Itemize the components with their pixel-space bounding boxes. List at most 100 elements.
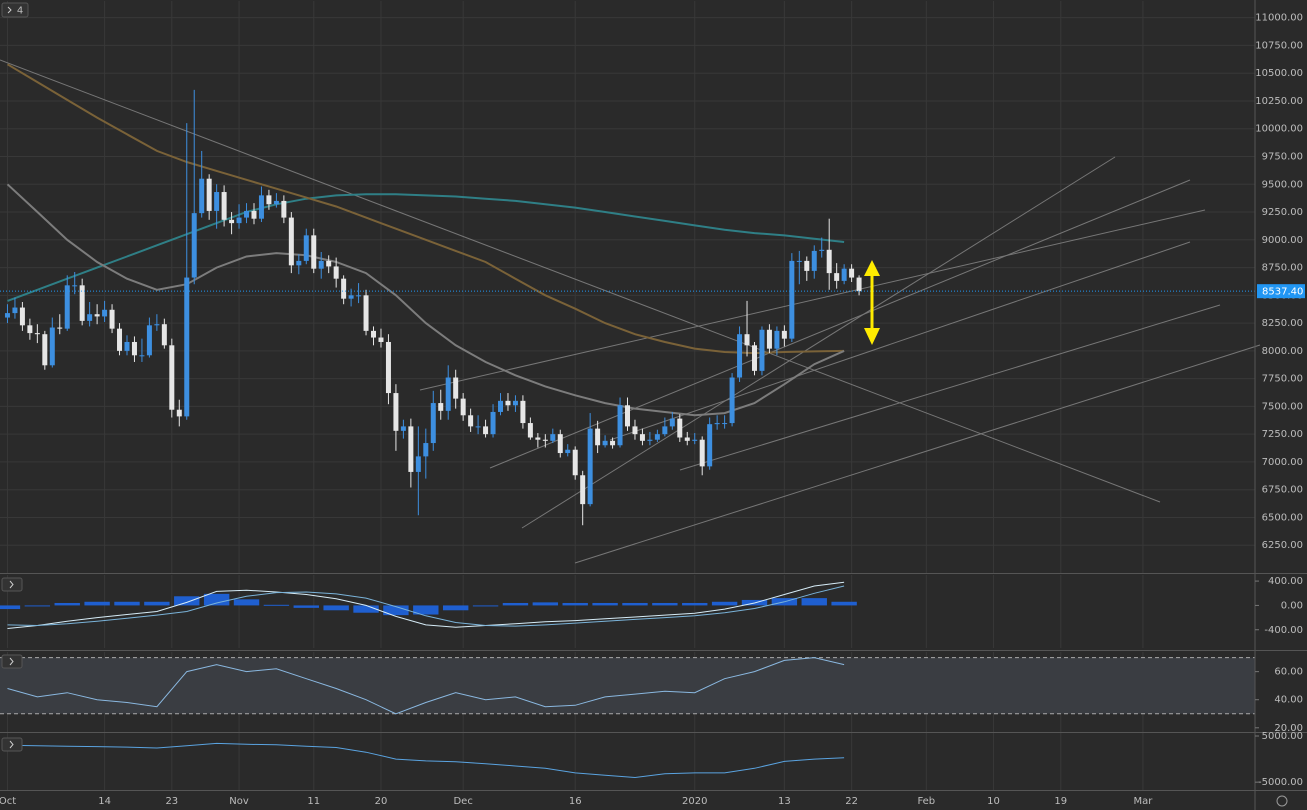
pane-toggle-box[interactable] bbox=[1, 2, 29, 18]
macd-histogram-bar bbox=[54, 602, 80, 606]
candle-body bbox=[251, 210, 257, 219]
candle-body bbox=[453, 377, 459, 399]
candle-body bbox=[789, 260, 795, 339]
candle-body bbox=[244, 210, 250, 218]
candle-body bbox=[834, 273, 840, 281]
macd-histogram-bar bbox=[831, 601, 857, 606]
candle-body bbox=[311, 235, 317, 269]
candle-body bbox=[781, 330, 787, 339]
macd-histogram-bar bbox=[203, 593, 230, 606]
candle-body bbox=[214, 192, 220, 211]
candle-body bbox=[423, 443, 429, 457]
x-tick-label: 16 bbox=[569, 796, 582, 807]
candle-body bbox=[4, 313, 10, 318]
candle-body bbox=[64, 285, 70, 329]
candle-body bbox=[303, 235, 309, 261]
candle-body bbox=[841, 268, 847, 281]
indicator-line bbox=[7, 742, 845, 779]
chevron-icon bbox=[9, 580, 14, 589]
candle-body bbox=[288, 217, 294, 266]
candle-body bbox=[699, 439, 705, 467]
y-tick-label: 8000.00 bbox=[1262, 346, 1303, 357]
candle-body bbox=[744, 334, 750, 346]
pane-toggle-box[interactable] bbox=[1, 577, 23, 592]
gear[interactable] bbox=[1276, 795, 1288, 807]
indicator-line bbox=[7, 657, 845, 715]
channel-line bbox=[574, 344, 1261, 564]
candle-body bbox=[363, 295, 369, 331]
candle-body bbox=[184, 277, 190, 417]
y-tick-label: 7500.00 bbox=[1262, 401, 1303, 412]
settings-icon[interactable] bbox=[1276, 795, 1288, 807]
last-price-tag bbox=[1257, 284, 1305, 299]
macd-histogram-bar bbox=[114, 601, 140, 606]
pane-toggle[interactable] bbox=[1, 654, 23, 669]
candle-body bbox=[72, 285, 78, 287]
macd-histogram-bar bbox=[263, 604, 290, 606]
y-tick-label: 9500.00 bbox=[1262, 179, 1303, 190]
candle-body bbox=[557, 434, 563, 454]
candle-body bbox=[669, 418, 675, 427]
chevron-icon bbox=[9, 740, 14, 749]
candle-body bbox=[550, 434, 556, 441]
chevron-icon bbox=[7, 6, 12, 14]
y-tick-label: 9000.00 bbox=[1262, 235, 1303, 246]
candle-body bbox=[109, 309, 115, 329]
candle-body bbox=[654, 434, 660, 440]
macd-histogram-bar bbox=[652, 602, 678, 606]
candle-body bbox=[296, 260, 302, 266]
y-tick-label: 7000.00 bbox=[1262, 457, 1303, 468]
pane-toggle[interactable] bbox=[1, 737, 23, 752]
macd-histogram-bar bbox=[84, 601, 110, 606]
candle-body bbox=[154, 324, 160, 326]
x-tick-label: 14 bbox=[98, 796, 111, 807]
candle-body bbox=[19, 307, 25, 326]
candle-body bbox=[535, 437, 541, 440]
candle-body bbox=[102, 309, 108, 317]
candle-body bbox=[117, 328, 123, 351]
candle-body bbox=[199, 178, 205, 214]
candle-body bbox=[393, 393, 399, 431]
candle-body bbox=[580, 475, 586, 505]
macd-histogram-bar bbox=[413, 605, 439, 615]
candle-body bbox=[131, 341, 137, 356]
y-tick-label: 6750.00 bbox=[1262, 485, 1303, 496]
candle-body bbox=[42, 334, 48, 366]
candle-body bbox=[124, 341, 130, 351]
candle-body bbox=[438, 403, 444, 411]
candle-body bbox=[356, 295, 362, 297]
candle-body bbox=[206, 178, 212, 211]
candle-body bbox=[27, 325, 33, 334]
macd-histogram-bar bbox=[293, 605, 319, 608]
candle-body bbox=[804, 260, 810, 271]
candle-body bbox=[12, 307, 18, 314]
channel-line bbox=[419, 209, 1206, 391]
candle-body bbox=[684, 437, 690, 441]
pane-toggle[interactable]: 4 bbox=[1, 2, 29, 18]
x-tick-label: 23 bbox=[165, 796, 178, 807]
candle-body bbox=[87, 314, 93, 321]
x-tick-label: Nov bbox=[229, 796, 249, 807]
candle-body bbox=[400, 426, 406, 431]
candle-body bbox=[57, 327, 63, 329]
candle-body bbox=[430, 403, 436, 444]
candle-body bbox=[371, 330, 377, 338]
pane-toggle-box[interactable] bbox=[1, 654, 23, 669]
pane-toggle[interactable] bbox=[1, 577, 23, 592]
macd-histogram-bar bbox=[622, 602, 648, 606]
candle-body bbox=[169, 345, 175, 410]
drawings bbox=[0, 59, 1261, 564]
x-tick-label: 11 bbox=[307, 796, 320, 807]
arrow-head bbox=[864, 328, 880, 345]
candle-body bbox=[475, 426, 481, 428]
candle-body bbox=[751, 345, 757, 371]
candle-body bbox=[811, 250, 817, 271]
candle-body bbox=[610, 440, 616, 446]
candle-body bbox=[333, 266, 339, 279]
macd-histogram-bar bbox=[0, 605, 21, 610]
macd-histogram-bar bbox=[353, 605, 379, 613]
pane-toggle-box[interactable] bbox=[1, 737, 23, 752]
x-tick-label: Mar bbox=[1134, 796, 1154, 807]
candle-body bbox=[139, 355, 145, 357]
